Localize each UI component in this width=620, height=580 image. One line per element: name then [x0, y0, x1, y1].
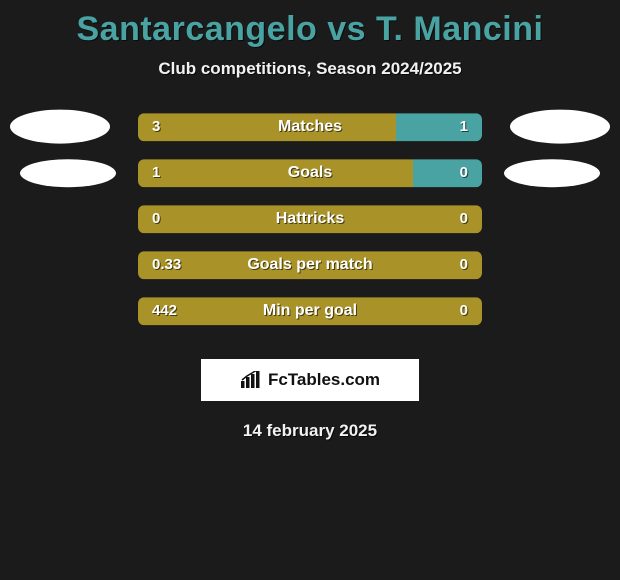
- subtitle: Club competitions, Season 2024/2025: [0, 59, 620, 79]
- stat-left-val: 1: [152, 159, 160, 187]
- stats-block: 3 Matches 1 1 Goals 0 0 Hattricks 0 0.33…: [0, 107, 620, 337]
- stat-row-mpg: 442 Min per goal 0: [0, 291, 620, 337]
- stat-bar-left: [138, 159, 413, 187]
- stat-bar-full: [138, 251, 482, 279]
- stat-bar-left: [138, 113, 396, 141]
- stat-row-hattricks: 0 Hattricks 0: [0, 199, 620, 245]
- stat-bar-right: [396, 113, 482, 141]
- attribution-badge: FcTables.com: [201, 359, 419, 401]
- team-left-marker: [10, 110, 110, 144]
- stat-right-val: 1: [460, 113, 468, 141]
- team-right-marker: [510, 110, 610, 144]
- stat-bar-full: [138, 205, 482, 233]
- stat-bar: 1 Goals 0: [138, 159, 482, 187]
- stat-bar: 0 Hattricks 0: [138, 205, 482, 233]
- stat-bar-full: [138, 297, 482, 325]
- team-right-marker: [504, 159, 600, 187]
- stat-right-val: 0: [460, 297, 468, 325]
- stat-row-matches: 3 Matches 1: [0, 107, 620, 153]
- team-left-marker: [20, 159, 116, 187]
- stat-left-val: 0.33: [152, 251, 181, 279]
- footer-date: 14 february 2025: [0, 421, 620, 441]
- stat-left-val: 0: [152, 205, 160, 233]
- stat-left-val: 442: [152, 297, 177, 325]
- barchart-icon: [240, 371, 262, 389]
- stat-right-val: 0: [460, 205, 468, 233]
- stat-left-val: 3: [152, 113, 160, 141]
- attribution-text: FcTables.com: [268, 370, 380, 390]
- stat-row-gpm: 0.33 Goals per match 0: [0, 245, 620, 291]
- stat-bar: 3 Matches 1: [138, 113, 482, 141]
- stat-right-val: 0: [460, 251, 468, 279]
- stat-bar: 0.33 Goals per match 0: [138, 251, 482, 279]
- stat-right-val: 0: [460, 159, 468, 187]
- stat-bar-right: [413, 159, 482, 187]
- page-title: Santarcangelo vs T. Mancini: [0, 0, 620, 49]
- stat-bar: 442 Min per goal 0: [138, 297, 482, 325]
- stat-row-goals: 1 Goals 0: [0, 153, 620, 199]
